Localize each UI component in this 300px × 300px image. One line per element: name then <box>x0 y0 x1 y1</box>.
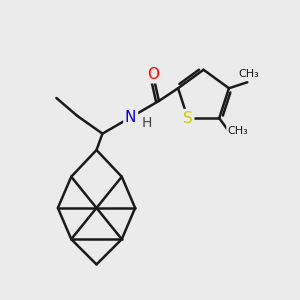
Text: N: N <box>125 110 136 125</box>
Text: CH₃: CH₃ <box>228 126 248 136</box>
Text: H: H <box>142 116 152 130</box>
Text: S: S <box>183 111 193 126</box>
Text: O: O <box>147 67 159 82</box>
Text: CH₃: CH₃ <box>238 69 259 79</box>
